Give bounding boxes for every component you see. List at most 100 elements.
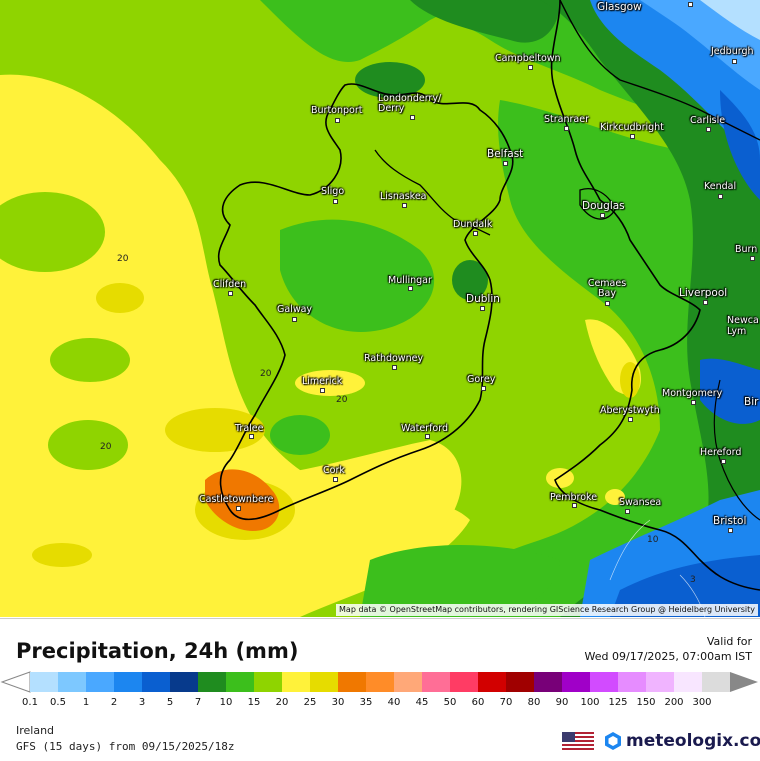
model-run-label: GFS (15 days) from 09/15/2025/18z	[16, 740, 235, 753]
city-marker	[402, 203, 407, 208]
scale-tick-label: 35	[359, 697, 373, 708]
city-label[interactable]: Pembroke	[550, 492, 598, 503]
city-label[interactable]: Londonderry/ Derry	[378, 93, 442, 114]
us-flag-icon[interactable]	[562, 732, 594, 752]
city-marker	[750, 256, 755, 261]
city-label[interactable]: Bristol	[713, 515, 747, 527]
city-marker	[528, 65, 533, 70]
scale-swatch	[226, 672, 255, 692]
field-green-east	[420, 100, 760, 617]
city-marker	[473, 231, 478, 236]
city-marker	[236, 506, 241, 511]
city-label[interactable]: Aberystwyth	[600, 405, 660, 416]
city-label[interactable]: Cemaes Bay	[587, 278, 627, 299]
city-label[interactable]: Castletownbere	[199, 494, 274, 505]
city-label[interactable]: Rathdowney	[364, 353, 424, 364]
scale-swatch	[674, 672, 703, 692]
city-marker	[228, 291, 233, 296]
city-label[interactable]: Galway	[277, 304, 313, 315]
scale-tick-label: 40	[387, 697, 401, 708]
coastline-britain	[550, 0, 760, 591]
region-label: Ireland	[16, 724, 55, 737]
scale-swatch	[534, 672, 563, 692]
scale-tick-label: 7	[194, 697, 202, 708]
contour-label: 20	[336, 395, 348, 405]
city-marker	[703, 300, 708, 305]
city-marker	[249, 434, 254, 439]
map-fields	[0, 0, 760, 617]
city-marker	[480, 306, 485, 311]
scale-tick-label: 10	[219, 697, 233, 708]
city-label[interactable]: Carlisle	[690, 115, 726, 126]
city-label[interactable]: Cork	[323, 465, 345, 476]
scale-tick-label: 90	[555, 697, 569, 708]
color-scale-bar	[0, 671, 758, 693]
city-marker	[718, 194, 723, 199]
city-marker	[728, 528, 733, 533]
scale-swatch	[254, 672, 283, 692]
city-label[interactable]: Tralee	[235, 423, 264, 434]
meteologix-logo[interactable]: meteologix.com	[603, 729, 760, 753]
city-marker	[628, 417, 633, 422]
city-marker	[605, 301, 610, 306]
city-label[interactable]: Montgomery	[662, 388, 723, 399]
valid-label: Valid for	[706, 635, 752, 648]
city-label[interactable]: Gorey	[467, 374, 496, 385]
city-label[interactable]: Limerick	[302, 376, 343, 387]
scale-tick-label: 80	[527, 697, 541, 708]
city-label[interactable]: Dublin	[466, 293, 500, 305]
city-label[interactable]: Bir	[744, 396, 759, 408]
scale-swatch	[422, 672, 451, 692]
scale-tick-label: 5	[166, 697, 174, 708]
city-label[interactable]: Newca Lym	[727, 315, 759, 337]
city-label[interactable]: Burtonport	[311, 105, 363, 116]
city-label[interactable]: Kirkcudbright	[600, 122, 664, 133]
precipitation-map[interactable]: 20 20 20 20 10 3 Glasgow Jedburgh Campbe…	[0, 0, 760, 617]
scale-swatch	[58, 672, 87, 692]
city-label[interactable]: Clifden	[213, 279, 247, 290]
city-label[interactable]: Kendal	[704, 181, 737, 192]
scale-swatch	[86, 672, 115, 692]
city-label[interactable]: Lisnaskea	[380, 191, 427, 202]
city-marker	[688, 2, 693, 7]
city-marker	[410, 115, 415, 120]
city-label[interactable]: Douglas	[582, 200, 625, 212]
city-label[interactable]: Swansea	[619, 497, 662, 508]
scale-swatch	[170, 672, 199, 692]
field-yellow-west	[0, 74, 470, 617]
scale-arrow-right	[730, 672, 758, 692]
city-label[interactable]: Liverpool	[679, 287, 728, 299]
city-label[interactable]: Waterford	[401, 423, 449, 434]
city-label[interactable]: Campbeltown	[495, 53, 561, 64]
city-marker	[630, 134, 635, 139]
scale-swatch	[394, 672, 423, 692]
contour-label: 3	[690, 575, 696, 585]
scale-swatch	[142, 672, 171, 692]
scale-tick-label: 20	[275, 697, 289, 708]
field-darkgreen-east	[540, 0, 760, 617]
scale-swatch	[450, 672, 479, 692]
city-marker	[721, 459, 726, 464]
map-attribution[interactable]: Map data © OpenStreetMap contributors, r…	[336, 604, 758, 616]
city-label[interactable]: Jedburgh	[711, 46, 754, 57]
city-marker	[320, 388, 325, 393]
city-label[interactable]: Glasgow	[597, 1, 642, 13]
scale-tick-label: 70	[499, 697, 513, 708]
city-label[interactable]: Sligo	[321, 186, 345, 197]
city-label[interactable]: Belfast	[487, 148, 524, 160]
scale-swatch	[506, 672, 535, 692]
city-label[interactable]: Dundalk	[453, 219, 493, 230]
city-label[interactable]: Hereford	[700, 447, 742, 458]
scale-tick-label: 300	[692, 697, 712, 708]
scale-tick-label: 50	[443, 697, 457, 708]
scale-tick-label: 150	[636, 697, 656, 708]
city-label[interactable]: Stranraer	[544, 114, 589, 125]
scale-arrow-left	[0, 671, 31, 693]
city-marker	[732, 59, 737, 64]
scale-swatch	[646, 672, 675, 692]
scale-tick-label: 60	[471, 697, 485, 708]
city-marker	[392, 365, 397, 370]
city-label[interactable]: Mullingar	[388, 275, 432, 286]
city-label[interactable]: Burn	[735, 244, 758, 255]
scale-tick-label: 45	[415, 697, 429, 708]
